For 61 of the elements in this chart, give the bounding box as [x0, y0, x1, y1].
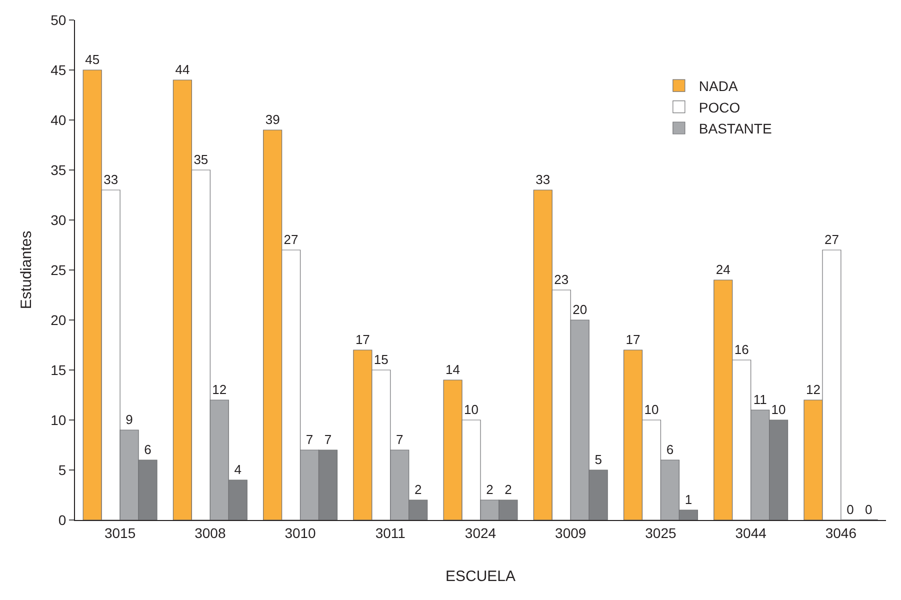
y-tick-label: 35	[50, 162, 66, 178]
legend-label: BASTANTE	[698, 120, 772, 136]
y-axis-title: Estudiantes	[18, 230, 35, 310]
data-label: 7	[324, 432, 332, 447]
data-label: 23	[554, 272, 569, 287]
data-label: 6	[144, 442, 152, 457]
data-label: 24	[716, 262, 730, 277]
x-tick-label: 3011	[375, 524, 406, 541]
data-label: 10	[464, 402, 478, 417]
data-label: 20	[572, 302, 588, 317]
data-label: 4	[234, 462, 242, 477]
y-tick-label: 10	[50, 412, 66, 428]
data-label: 11	[753, 392, 767, 407]
data-label: 1	[684, 492, 692, 507]
y-tick-label: 15	[50, 362, 66, 378]
x-tick-label: 3008	[194, 524, 226, 541]
data-label: 6	[666, 442, 674, 457]
data-label: 2	[414, 482, 422, 497]
x-tick-label: 3009	[555, 524, 586, 541]
data-label: 45	[85, 52, 100, 67]
data-label: 2	[504, 482, 512, 497]
data-label: 16	[734, 342, 749, 357]
x-axis-title: ESCUELA	[445, 568, 516, 585]
data-label: 9	[126, 412, 133, 427]
data-label: 33	[536, 172, 550, 187]
data-label: 0	[865, 502, 872, 517]
data-label: 7	[306, 432, 314, 447]
data-label: 7	[396, 432, 404, 447]
legend-label: POCO	[698, 99, 740, 116]
y-tick-label: 25	[50, 262, 66, 278]
data-label: 10	[771, 402, 786, 417]
data-label: 5	[594, 452, 602, 467]
y-tick-label: 50	[50, 12, 66, 28]
x-tick-label: 3024	[464, 524, 496, 541]
data-label: 15	[374, 352, 388, 367]
y-tick-label: 20	[50, 312, 66, 328]
data-label: 17	[626, 332, 640, 347]
data-label: 14	[446, 362, 460, 377]
data-label: 44	[175, 62, 190, 77]
x-tick-label: 3025	[645, 524, 676, 541]
data-label: 0	[846, 502, 854, 517]
data-label: 27	[284, 232, 298, 247]
data-label: 33	[104, 172, 118, 187]
data-label: 39	[265, 112, 280, 127]
x-tick-label: 3046	[825, 524, 857, 541]
x-tick-label: 3044	[735, 524, 767, 541]
data-label: 2	[486, 482, 494, 497]
y-tick-label: 40	[50, 112, 66, 128]
data-label: 17	[355, 332, 370, 347]
y-tick-label: 45	[50, 62, 66, 78]
data-label: 12	[212, 382, 227, 397]
x-tick-label: 3015	[104, 524, 136, 541]
data-label: 35	[194, 152, 208, 167]
x-tick-label: 3010	[284, 524, 316, 541]
data-label: 27	[824, 232, 839, 247]
y-tick-label: 30	[50, 212, 66, 228]
y-tick-label: 0	[58, 512, 66, 528]
data-label: 10	[644, 402, 659, 417]
legend-label: NADA	[698, 78, 738, 94]
data-label: 12	[806, 382, 820, 397]
y-tick-label: 5	[58, 462, 66, 478]
